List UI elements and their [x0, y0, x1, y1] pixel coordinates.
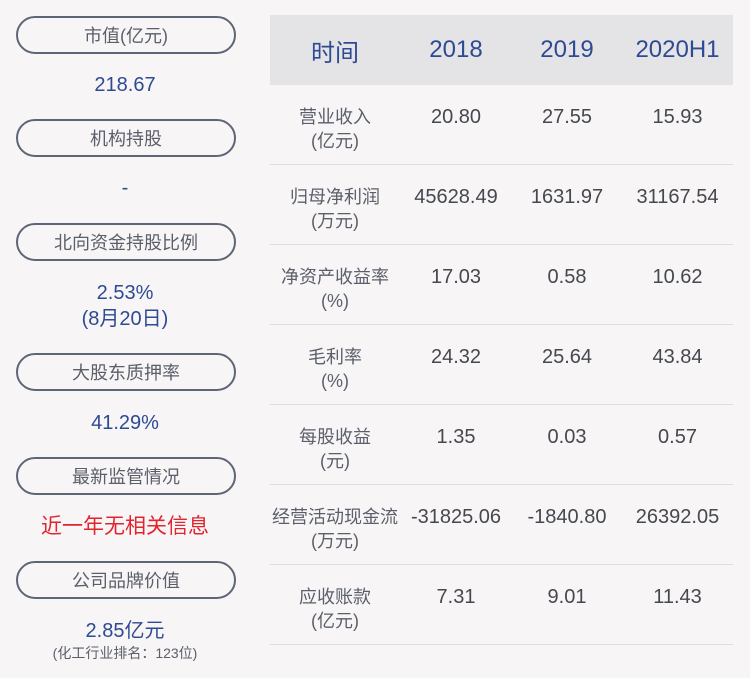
table-header: 时间 2018 2019 2020H1: [270, 15, 733, 85]
row-label: 每股收益 (元): [299, 427, 371, 471]
table-row-receivables: 应收账款 (亿元) 7.31 9.01 11.43: [270, 565, 733, 645]
table-row-operating-cash-flow: 经营活动现金流 (万元) -31825.06 -1840.80 26392.05: [270, 485, 733, 565]
northbound-holding-value: 2.53%: [96, 282, 154, 304]
market-cap-label: 市值(亿元): [16, 16, 236, 54]
cell-value: 0.03: [547, 426, 587, 448]
northbound-holding-label: 北向资金持股比例: [16, 223, 236, 261]
row-label: 归母净利润 (万元): [290, 187, 380, 231]
cell-value: 27.55: [541, 106, 593, 128]
cell-value: 25.64: [541, 346, 593, 368]
pledge-ratio-value: 41.29%: [91, 412, 159, 434]
market-cap-value: 218.67: [94, 74, 156, 96]
cell-value: 45628.49: [414, 186, 498, 208]
financial-table: 时间 2018 2019 2020H1 营业收入 (亿元) 20.80 27.55…: [270, 15, 733, 645]
cell-value: 24.32: [430, 346, 482, 368]
cell-value: 43.84: [652, 346, 703, 368]
institutional-holding-label: 机构持股: [16, 119, 236, 157]
row-label: 应收账款 (亿元): [299, 587, 371, 631]
cell-value: 10.62: [652, 266, 703, 288]
cell-value: 31167.54: [636, 186, 719, 208]
cell-value: 7.31: [436, 586, 476, 608]
cell-value: -1840.80: [527, 506, 607, 528]
cell-value: 1631.97: [530, 186, 604, 208]
brand-value-value: 2.85亿元: [85, 620, 165, 642]
cell-value: 15.93: [652, 106, 703, 128]
regulatory-status-label: 最新监管情况: [16, 457, 236, 495]
header-2020h1: 2020H1: [635, 36, 720, 63]
header-2018: 2018: [429, 36, 483, 63]
institutional-holding-value: -: [121, 177, 129, 199]
row-label: 毛利率 (%): [308, 347, 362, 391]
pledge-ratio-label: 大股东质押率: [16, 353, 236, 391]
table-row-gross-margin: 毛利率 (%) 24.32 25.64 43.84: [270, 325, 733, 405]
table-row-net-profit: 归母净利润 (万元) 45628.49 1631.97 31167.54: [270, 165, 733, 245]
cell-value: 26392.05: [635, 506, 720, 528]
cell-value: 0.57: [658, 426, 697, 448]
cell-value: 11.43: [653, 586, 702, 608]
header-time: 时间: [311, 39, 359, 67]
cell-value: 1.35: [436, 426, 476, 448]
cell-value: -31825.06: [410, 506, 502, 528]
row-label: 净资产收益率 (%): [281, 267, 389, 311]
row-label: 经营活动现金流 (万元): [272, 507, 398, 551]
cell-value: 17.03: [430, 266, 482, 288]
northbound-holding-date: (8月20日): [81, 308, 169, 330]
brand-value-label: 公司品牌价值: [16, 561, 236, 599]
cell-value: 0.58: [547, 266, 587, 288]
regulatory-status-value: 近一年无相关信息: [41, 515, 209, 538]
header-2019: 2019: [540, 36, 594, 63]
cell-value: 20.80: [430, 106, 482, 128]
brand-value-rank-note: (化工行业排名：123位): [52, 645, 198, 661]
cell-value: 9.01: [547, 586, 587, 608]
table-row-eps: 每股收益 (元) 1.35 0.03 0.57: [270, 405, 733, 485]
table-row-revenue: 营业收入 (亿元) 20.80 27.55 15.93: [270, 85, 733, 165]
row-label: 营业收入 (亿元): [299, 107, 371, 151]
table-row-roe: 净资产收益率 (%) 17.03 0.58 10.62: [270, 245, 733, 325]
